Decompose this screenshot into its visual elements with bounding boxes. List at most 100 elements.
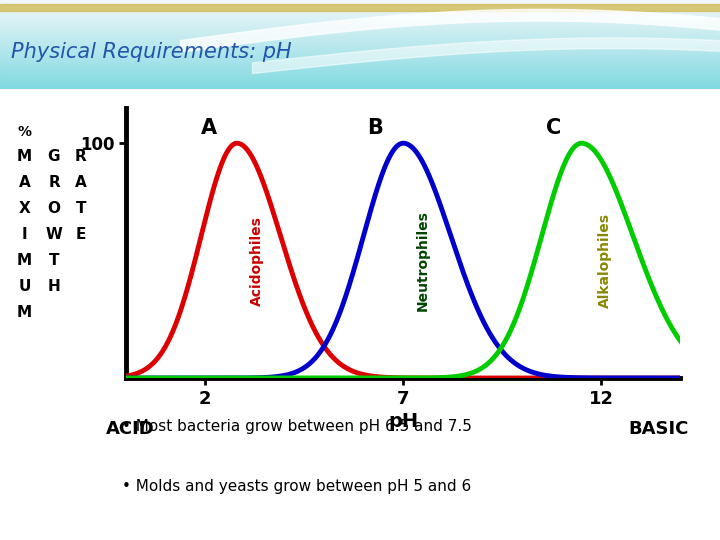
Bar — [0, 64, 720, 65]
Bar — [0, 40, 720, 41]
Bar — [0, 22, 720, 23]
Text: U: U — [18, 279, 31, 294]
Bar — [0, 76, 720, 77]
Text: A: A — [201, 118, 217, 138]
Bar — [0, 12, 720, 14]
Bar — [0, 17, 720, 18]
Bar — [0, 4, 720, 5]
Bar — [0, 11, 720, 12]
Bar — [0, 8, 720, 9]
Bar — [0, 47, 720, 48]
Bar — [0, 7, 720, 8]
Text: • Molds and yeasts grow between pH 5 and 6: • Molds and yeasts grow between pH 5 and… — [122, 478, 472, 494]
Bar — [0, 21, 720, 22]
Bar — [0, 83, 720, 84]
Text: %: % — [17, 125, 32, 139]
X-axis label: pH: pH — [388, 412, 418, 431]
Text: M: M — [17, 305, 32, 320]
Bar — [0, 32, 720, 33]
Bar — [0, 71, 720, 72]
Bar — [0, 87, 720, 88]
Bar — [0, 74, 720, 75]
Bar — [0, 52, 720, 53]
Text: M: M — [17, 253, 32, 268]
Bar — [0, 82, 720, 83]
Bar — [0, 78, 720, 79]
Bar — [0, 29, 720, 30]
Bar — [0, 24, 720, 25]
Bar — [0, 66, 720, 67]
Bar — [0, 67, 720, 68]
Text: A: A — [19, 175, 30, 190]
Bar — [0, 34, 720, 35]
Text: ACID: ACID — [107, 420, 155, 438]
Text: Alkalophiles: Alkalophiles — [598, 213, 612, 308]
Bar — [0, 35, 720, 36]
Text: T: T — [76, 201, 86, 216]
Bar — [0, 63, 720, 64]
Bar — [0, 10, 720, 11]
Bar — [0, 80, 720, 81]
Text: W: W — [45, 227, 63, 242]
Bar — [0, 73, 720, 74]
Bar — [0, 45, 720, 46]
Bar — [0, 69, 720, 70]
Bar — [0, 6, 720, 7]
Bar — [0, 43, 720, 44]
Text: • Most bacteria grow between pH 6.5 and 7.5: • Most bacteria grow between pH 6.5 and … — [122, 419, 472, 434]
Bar — [0, 70, 720, 71]
Text: A: A — [75, 175, 86, 190]
Bar — [0, 38, 720, 39]
Bar — [0, 59, 720, 60]
Bar — [0, 72, 720, 73]
Bar — [0, 55, 720, 56]
Bar — [0, 16, 720, 17]
Text: E: E — [76, 227, 86, 242]
Bar — [0, 19, 720, 21]
Bar — [0, 37, 720, 38]
Bar — [0, 57, 720, 58]
Bar — [0, 30, 720, 31]
Bar — [0, 44, 720, 45]
Bar — [0, 85, 720, 86]
Text: M: M — [17, 149, 32, 164]
Bar — [0, 41, 720, 42]
Bar — [0, 46, 720, 47]
Text: T: T — [49, 253, 59, 268]
Text: R: R — [75, 149, 86, 164]
Bar — [0, 15, 720, 16]
Bar — [0, 23, 720, 24]
Bar — [0, 86, 720, 87]
Bar — [0, 60, 720, 62]
Bar — [0, 5, 720, 6]
Bar — [0, 28, 720, 29]
Text: B: B — [367, 118, 384, 138]
Bar — [0, 56, 720, 57]
Bar — [0, 79, 720, 80]
Bar — [0, 9, 720, 10]
Bar — [0, 2, 720, 3]
Bar — [0, 18, 720, 19]
Bar — [0, 58, 720, 59]
Bar — [0, 33, 720, 34]
Bar — [0, 1, 720, 2]
Bar — [0, 75, 720, 76]
Bar — [0, 65, 720, 66]
Bar — [0, 88, 720, 89]
Bar — [0, 0, 720, 1]
Bar — [0, 62, 720, 63]
Text: G: G — [48, 149, 60, 164]
Bar — [0, 25, 720, 26]
Text: R: R — [48, 175, 60, 190]
Text: BASIC: BASIC — [628, 420, 688, 438]
Bar — [0, 4, 720, 11]
Bar — [0, 42, 720, 43]
Bar — [0, 84, 720, 85]
Bar — [0, 3, 720, 4]
Bar — [0, 48, 720, 49]
Bar — [0, 36, 720, 37]
Bar — [0, 50, 720, 51]
Bar — [0, 53, 720, 55]
Text: Physical Requirements: pH: Physical Requirements: pH — [11, 42, 292, 62]
Text: Acidophiles: Acidophiles — [250, 215, 264, 306]
